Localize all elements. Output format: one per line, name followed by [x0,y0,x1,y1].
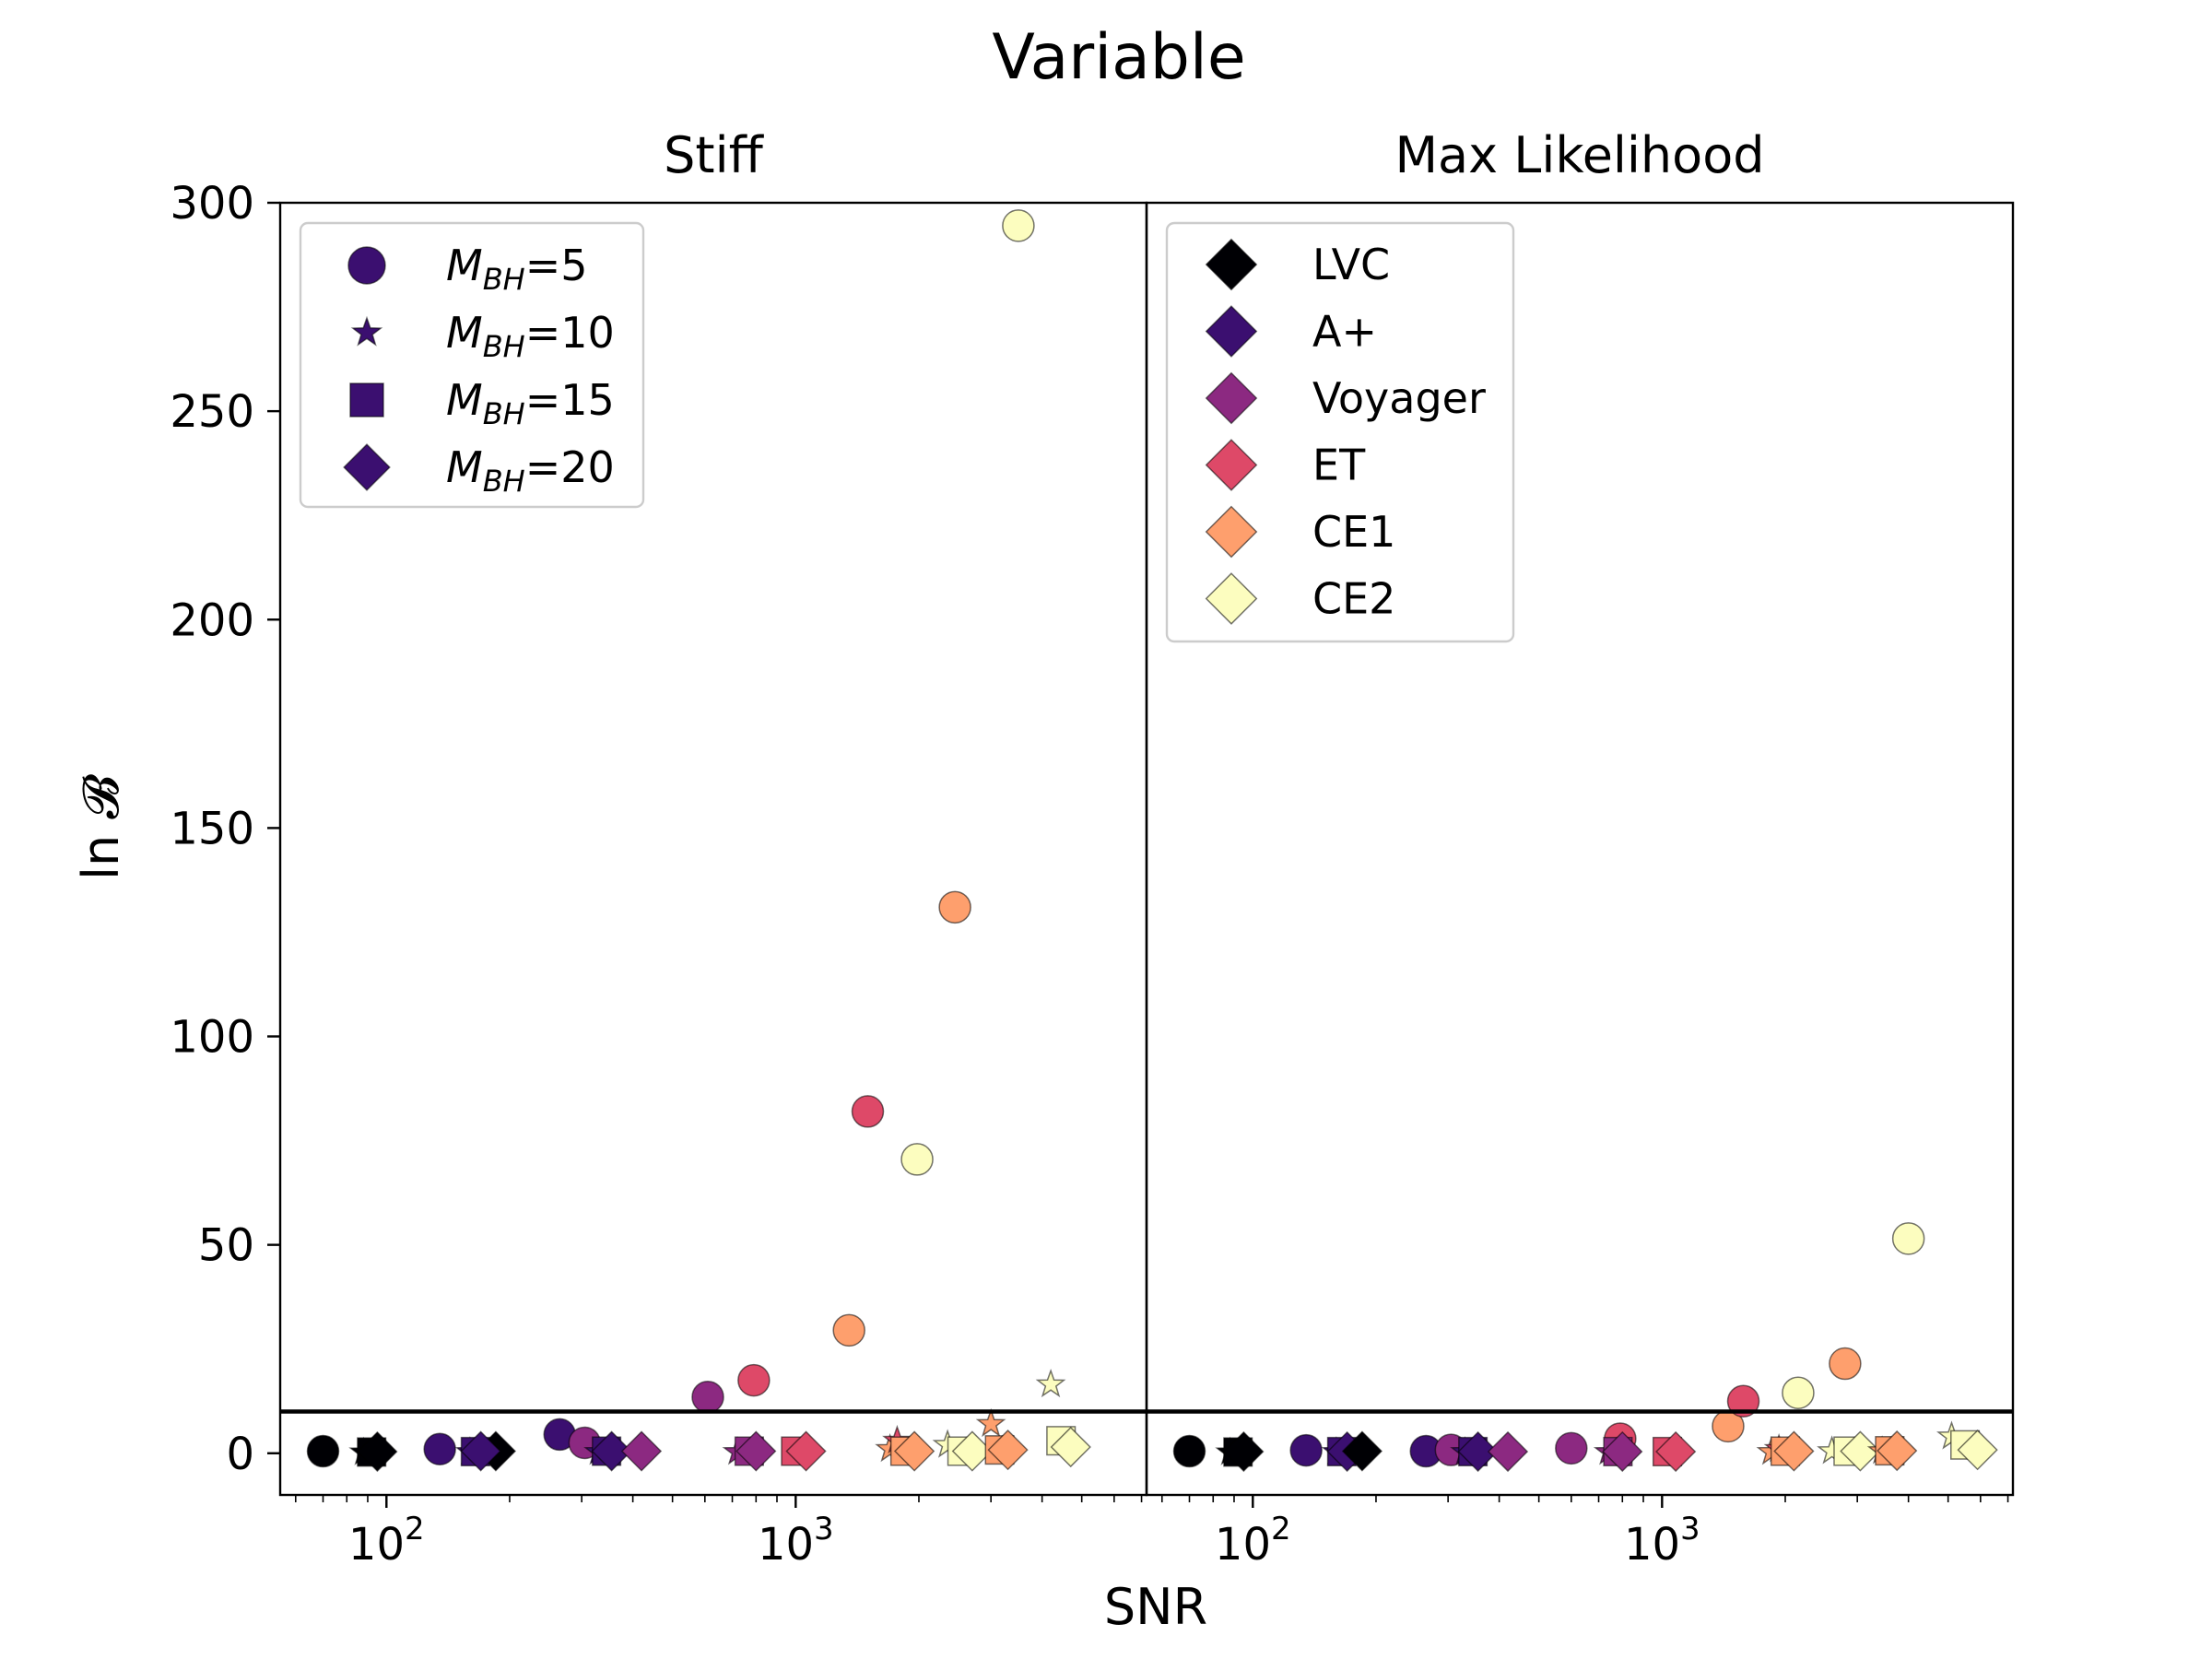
legend-marker [343,443,391,491]
y-tick-label: 50 [198,1220,254,1272]
data-point [1877,1430,1918,1472]
data-point [1341,1430,1383,1472]
legend-label: A+ [1312,307,1377,357]
panel-max-likelihood: Max Likelihood 102 103 LVC A+ Voyager ET CE1 C… [1145,126,2015,1571]
legend-label: MBH=20 [446,442,615,499]
data-point [735,1430,777,1472]
data-point [900,1143,934,1176]
y-tick-label: 150 [170,803,254,854]
legend-label: CE2 [1312,574,1395,624]
legend-marker [350,315,383,347]
data-point [785,1430,827,1472]
y-tick-label: 0 [226,1429,254,1480]
data-point [938,890,971,924]
mass-legend: MBH=5 MBH=10 MBH=15 MBH=20 [299,221,645,509]
legend-label: Voyager [1312,373,1486,423]
data-point [975,1407,1006,1438]
x-tick-label: 103 [1624,1511,1700,1571]
y-tick-label: 100 [170,1012,254,1064]
data-point [1957,1430,1998,1471]
data-point [1035,1368,1066,1398]
y-tick-label: 250 [170,386,254,438]
legend-label: LVC [1312,240,1390,289]
x-axis-label: SNR [1104,1578,1207,1636]
data-point [691,1380,724,1414]
data-point [1223,1430,1265,1473]
y-tick-label: 200 [170,594,254,646]
data-point [1602,1430,1643,1473]
data-point [987,1430,1029,1471]
legend-marker [1205,305,1258,358]
data-point [1002,209,1035,242]
legend-marker [1205,238,1258,291]
legend-marker [1205,505,1258,559]
axes-frame [1145,201,2015,1497]
data-point [1655,1430,1697,1473]
legend-label: CE1 [1312,507,1395,557]
legend-label: MBH=15 [446,375,615,431]
legend-marker [1205,439,1258,491]
y-axis: 0 50 100 150 200 250 300 [170,178,280,1480]
data-point [1891,1222,1925,1255]
y-tick-label: 300 [170,178,254,229]
legend-frame [299,221,645,509]
legend-label: MBH=5 [446,241,588,297]
detector-legend: LVC A+ Voyager ET CE1 CE2 [1165,221,1515,643]
data-point [591,1430,632,1472]
data-point [1773,1430,1815,1472]
max-likelihood-x-ticks: 102 103 [1160,1495,2009,1571]
data-point [1782,1376,1815,1409]
max-likelihood-markers [1147,1222,2013,1473]
data-point [737,1363,771,1397]
legend-label: MBH=10 [446,308,615,364]
panel-title: Stiff [664,126,764,184]
data-point [832,1313,865,1347]
data-point [1840,1430,1881,1472]
panel-title: Max Likelihood [1394,126,1764,184]
data-point [851,1095,885,1128]
data-point [1487,1430,1529,1473]
legend-marker [1205,572,1258,625]
data-point [423,1432,456,1466]
data-point [1457,1430,1499,1473]
legend-marker [347,246,386,285]
data-point [306,1434,340,1468]
x-tick-label: 102 [348,1511,425,1571]
stiff-x-ticks: 102 103 [294,1495,1143,1571]
data-point [1829,1347,1862,1381]
figure-suptitle: Variable [992,21,1245,94]
data-point [1726,1384,1760,1418]
data-point [893,1430,935,1472]
y-axis-label: ln 𝓑 [72,774,130,880]
stiff-markers [280,209,1147,1473]
max-likelihood-frame [1145,201,2015,1497]
legend-marker [1205,371,1258,425]
legend-label: ET [1312,441,1366,490]
x-tick-label: 103 [758,1511,834,1571]
data-point [1172,1434,1206,1468]
data-point [357,1430,398,1473]
data-point [460,1430,501,1472]
data-point [1289,1433,1323,1467]
data-point [1050,1426,1091,1468]
data-point [620,1430,663,1472]
x-tick-label: 102 [1215,1511,1291,1571]
legend-marker [349,382,384,418]
data-point [1555,1431,1588,1465]
